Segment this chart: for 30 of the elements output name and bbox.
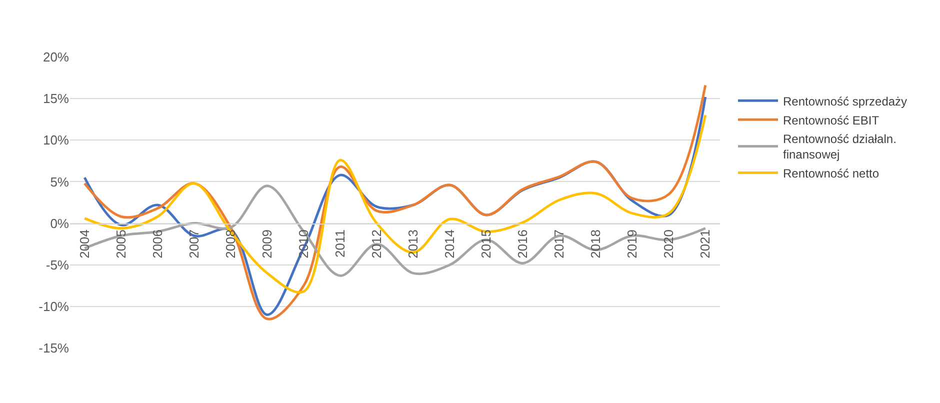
legend-label: Rentowność EBIT xyxy=(783,113,880,128)
y-tick-label: 15% xyxy=(42,91,70,106)
x-tick-label: 2014 xyxy=(442,229,458,258)
x-tick-label: 2009 xyxy=(259,229,274,258)
x-tick-label: 2017 xyxy=(552,229,567,258)
legend-label: Rentowność działaln. finansowej xyxy=(783,132,896,162)
y-tick-label: 10% xyxy=(42,132,70,148)
x-tick-label: 2019 xyxy=(624,229,640,258)
x-tick-label: 2007 xyxy=(186,229,202,258)
x-tick-label: 2020 xyxy=(661,229,676,258)
y-tick-label: 5% xyxy=(50,174,70,190)
x-tick-label: 2011 xyxy=(332,229,348,258)
x-tick-label: 2010 xyxy=(296,229,311,258)
x-tick-label: 2005 xyxy=(113,229,128,258)
y-tick-label: 20% xyxy=(42,50,70,65)
legend-label: Rentowność sprzedaży xyxy=(783,94,908,108)
y-tick-label: -5% xyxy=(46,257,70,272)
x-tick-label: 2008 xyxy=(222,229,238,258)
x-tick-label: 2016 xyxy=(515,229,530,258)
x-tick-label: 2004 xyxy=(76,229,92,258)
x-tick-label: 2021 xyxy=(698,229,713,258)
x-tick-label: 2013 xyxy=(405,229,420,258)
x-tick-label: 2006 xyxy=(150,229,165,258)
x-tick-label: 2012 xyxy=(368,229,384,258)
y-tick-label: -15% xyxy=(38,340,70,356)
x-tick-label: 2015 xyxy=(478,229,494,258)
legend-label: Rentowność netto xyxy=(783,166,880,180)
y-tick-label: -10% xyxy=(38,298,70,314)
x-tick-label: 2018 xyxy=(588,229,604,258)
y-tick-label: 0% xyxy=(50,216,70,231)
